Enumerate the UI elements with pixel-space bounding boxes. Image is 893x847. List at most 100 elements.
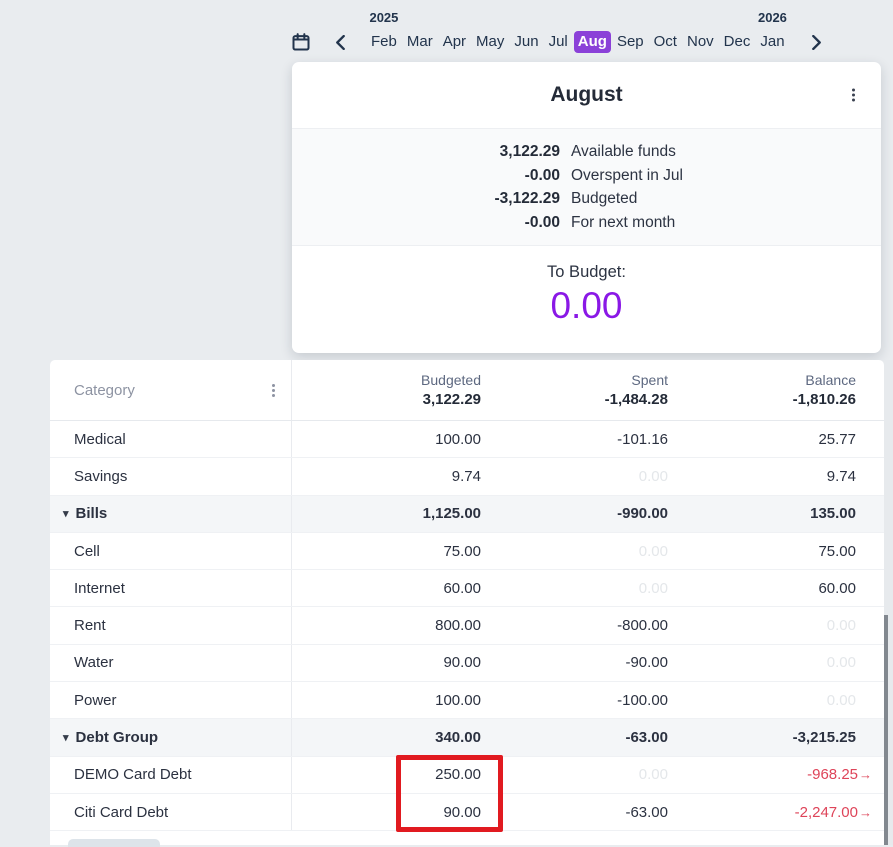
group-name-debt-group[interactable]: ▾ Debt Group [50, 719, 292, 756]
spent-cell-cell[interactable]: 0.00 [638, 542, 668, 560]
spent-cell-internet[interactable]: 0.00 [638, 579, 668, 597]
budgeted-cell-internet[interactable]: 60.00 [443, 579, 481, 597]
balance-cell-debt-group[interactable]: -3,215.25 [792, 729, 856, 747]
category-name-rent[interactable]: Rent [50, 607, 292, 644]
column-header-budgeted[interactable]: Budgeted 3,122.29 [292, 360, 503, 420]
table-row-savings: Savings 9.74 0.00 9.74 [50, 458, 884, 496]
fund-row-for-next-month: -0.00 For next month [292, 211, 881, 235]
balance-cell-cell[interactable]: 75.00 [818, 542, 856, 560]
month-may[interactable]: May [476, 33, 505, 50]
spent-cell-savings[interactable]: 0.00 [638, 467, 668, 485]
fund-label: For next month [571, 213, 676, 231]
fund-value: 3,122.29 [499, 143, 560, 160]
category-name-cell[interactable]: Cell [50, 532, 292, 570]
table-row-water: Water 90.00 -90.00 0.00 [50, 644, 884, 683]
to-budget-label: To Budget: [547, 263, 626, 281]
month-nov[interactable]: Nov [686, 33, 714, 50]
balance-cell-internet[interactable]: 60.00 [818, 579, 856, 597]
spent-cell-medical[interactable]: -101.16 [617, 430, 668, 448]
budgeted-cell-power[interactable]: 100.00 [435, 691, 481, 709]
category-name-power[interactable]: Power [50, 682, 292, 719]
month-jun[interactable]: Jun [514, 33, 539, 50]
month-aug[interactable]: Aug [573, 31, 611, 53]
budgeted-cell-water[interactable]: 90.00 [443, 654, 481, 672]
month-menu-icon[interactable] [852, 88, 855, 102]
spent-cell-citi-card-debt[interactable]: -63.00 [625, 803, 668, 821]
table-row-cell: Cell 75.00 0.00 75.00 [50, 532, 884, 571]
row-label: Citi Card Debt [74, 803, 169, 821]
budgeted-cell-savings[interactable]: 9.74 [451, 467, 481, 485]
balance-cell-bills[interactable]: 135.00 [810, 505, 856, 523]
to-budget-section: To Budget: 0.00 [292, 246, 881, 353]
collapse-triangle-icon[interactable]: ▾ [63, 508, 69, 521]
collapse-triangle-icon[interactable]: ▾ [63, 732, 69, 745]
month-apr[interactable]: Apr [442, 33, 467, 50]
fund-label: Overspent in Jul [571, 166, 683, 184]
calendar-icon[interactable] [291, 32, 311, 52]
chevron-left-icon [336, 34, 345, 50]
category-name-water[interactable]: Water [50, 644, 292, 682]
card-header: August [292, 62, 881, 128]
year-label-2025: 2025 [369, 10, 399, 25]
to-budget-value[interactable]: 0.00 [550, 285, 623, 326]
category-header-label: Category [74, 381, 135, 399]
table-row-internet: Internet 60.00 0.00 60.00 [50, 570, 884, 608]
budgeted-cell-demo-card-debt[interactable]: 250.00 [435, 766, 481, 784]
month-dec[interactable]: Dec [723, 33, 751, 50]
budgeted-cell-bills[interactable]: 1,125.00 [422, 505, 481, 523]
row-label: Power [74, 691, 117, 709]
category-name-demo-card-debt[interactable]: DEMO Card Debt [50, 756, 292, 793]
balance-cell-demo-card-debt[interactable]: -968.25 → [807, 766, 872, 784]
row-label: Water [74, 654, 114, 672]
month-feb[interactable]: Feb 2025 [369, 10, 399, 50]
group-name-bills[interactable]: ▾ Bills [50, 495, 292, 532]
balance-cell-medical[interactable]: 25.77 [818, 430, 856, 448]
budgeted-cell-rent[interactable]: 800.00 [435, 617, 481, 635]
fund-row-overspent-in-jul: -0.00 Overspent in Jul [292, 164, 881, 188]
category-menu-icon[interactable] [272, 383, 275, 397]
balance-cell-water[interactable]: 0.00 [826, 654, 856, 672]
category-name-savings[interactable]: Savings [50, 458, 292, 495]
balance-cell-power[interactable]: 0.00 [826, 691, 856, 709]
scrollbar-thumb[interactable] [884, 615, 888, 845]
balance-cell-savings[interactable]: 9.74 [826, 467, 856, 485]
fund-label: Available funds [571, 143, 676, 160]
month-jan[interactable]: Jan 2026 [757, 10, 787, 50]
row-label: Savings [74, 467, 128, 485]
budgeted-cell-medical[interactable]: 100.00 [435, 430, 481, 448]
column-total: 3,122.29 [422, 391, 481, 408]
next-month-button[interactable] [811, 34, 822, 50]
table-row-rent: Rent 800.00 -800.00 0.00 [50, 607, 884, 645]
spent-cell-debt-group[interactable]: -63.00 [625, 729, 668, 747]
scrollbar-track[interactable] [884, 360, 893, 845]
table-row-citi-card-debt: Citi Card Debt 90.00 -63.00 -2,247.00 → [50, 793, 884, 832]
funds-summary: 3,122.29 Available funds -0.00 Overspent in… [292, 128, 881, 246]
spent-cell-water[interactable]: -90.00 [625, 654, 668, 672]
column-header-spent[interactable]: Spent -1,484.28 [503, 360, 690, 420]
prev-month-button[interactable] [335, 34, 346, 50]
month-oct[interactable]: Oct [653, 33, 677, 50]
budgeted-cell-debt-group[interactable]: 340.00 [435, 729, 481, 747]
fund-value: -0.00 [524, 166, 560, 184]
spent-cell-rent[interactable]: -800.00 [617, 617, 668, 635]
partial-bottom-button[interactable] [68, 839, 160, 847]
category-name-citi-card-debt[interactable]: Citi Card Debt [50, 793, 292, 831]
budgeted-cell-cell[interactable]: 75.00 [443, 542, 481, 560]
month-jul[interactable]: Jul [548, 33, 568, 50]
balance-cell-citi-card-debt[interactable]: -2,247.00 → [794, 803, 872, 821]
fund-row-budgeted: -3,122.29 Budgeted [292, 187, 881, 211]
spent-cell-bills[interactable]: -990.00 [617, 505, 668, 523]
spent-cell-demo-card-debt[interactable]: 0.00 [638, 766, 668, 784]
month-list: Feb 2025 Mar Apr May Jun Jul Aug Sep Oct Nov Dec Jan… [367, 10, 789, 53]
budgeted-cell-citi-card-debt[interactable]: 90.00 [443, 803, 481, 821]
month-mar[interactable]: Mar [406, 33, 433, 50]
spent-cell-power[interactable]: -100.00 [617, 691, 668, 709]
column-total: -1,484.28 [604, 391, 668, 408]
column-header-balance[interactable]: Balance -1,810.26 [690, 360, 884, 420]
fund-row-available-funds: 3,122.29 Available funds [292, 140, 881, 164]
balance-cell-rent[interactable]: 0.00 [826, 617, 856, 635]
carryover-arrow-icon: → [859, 767, 872, 783]
category-name-internet[interactable]: Internet [50, 570, 292, 607]
category-name-medical[interactable]: Medical [50, 421, 292, 458]
month-sep[interactable]: Sep [616, 33, 644, 50]
